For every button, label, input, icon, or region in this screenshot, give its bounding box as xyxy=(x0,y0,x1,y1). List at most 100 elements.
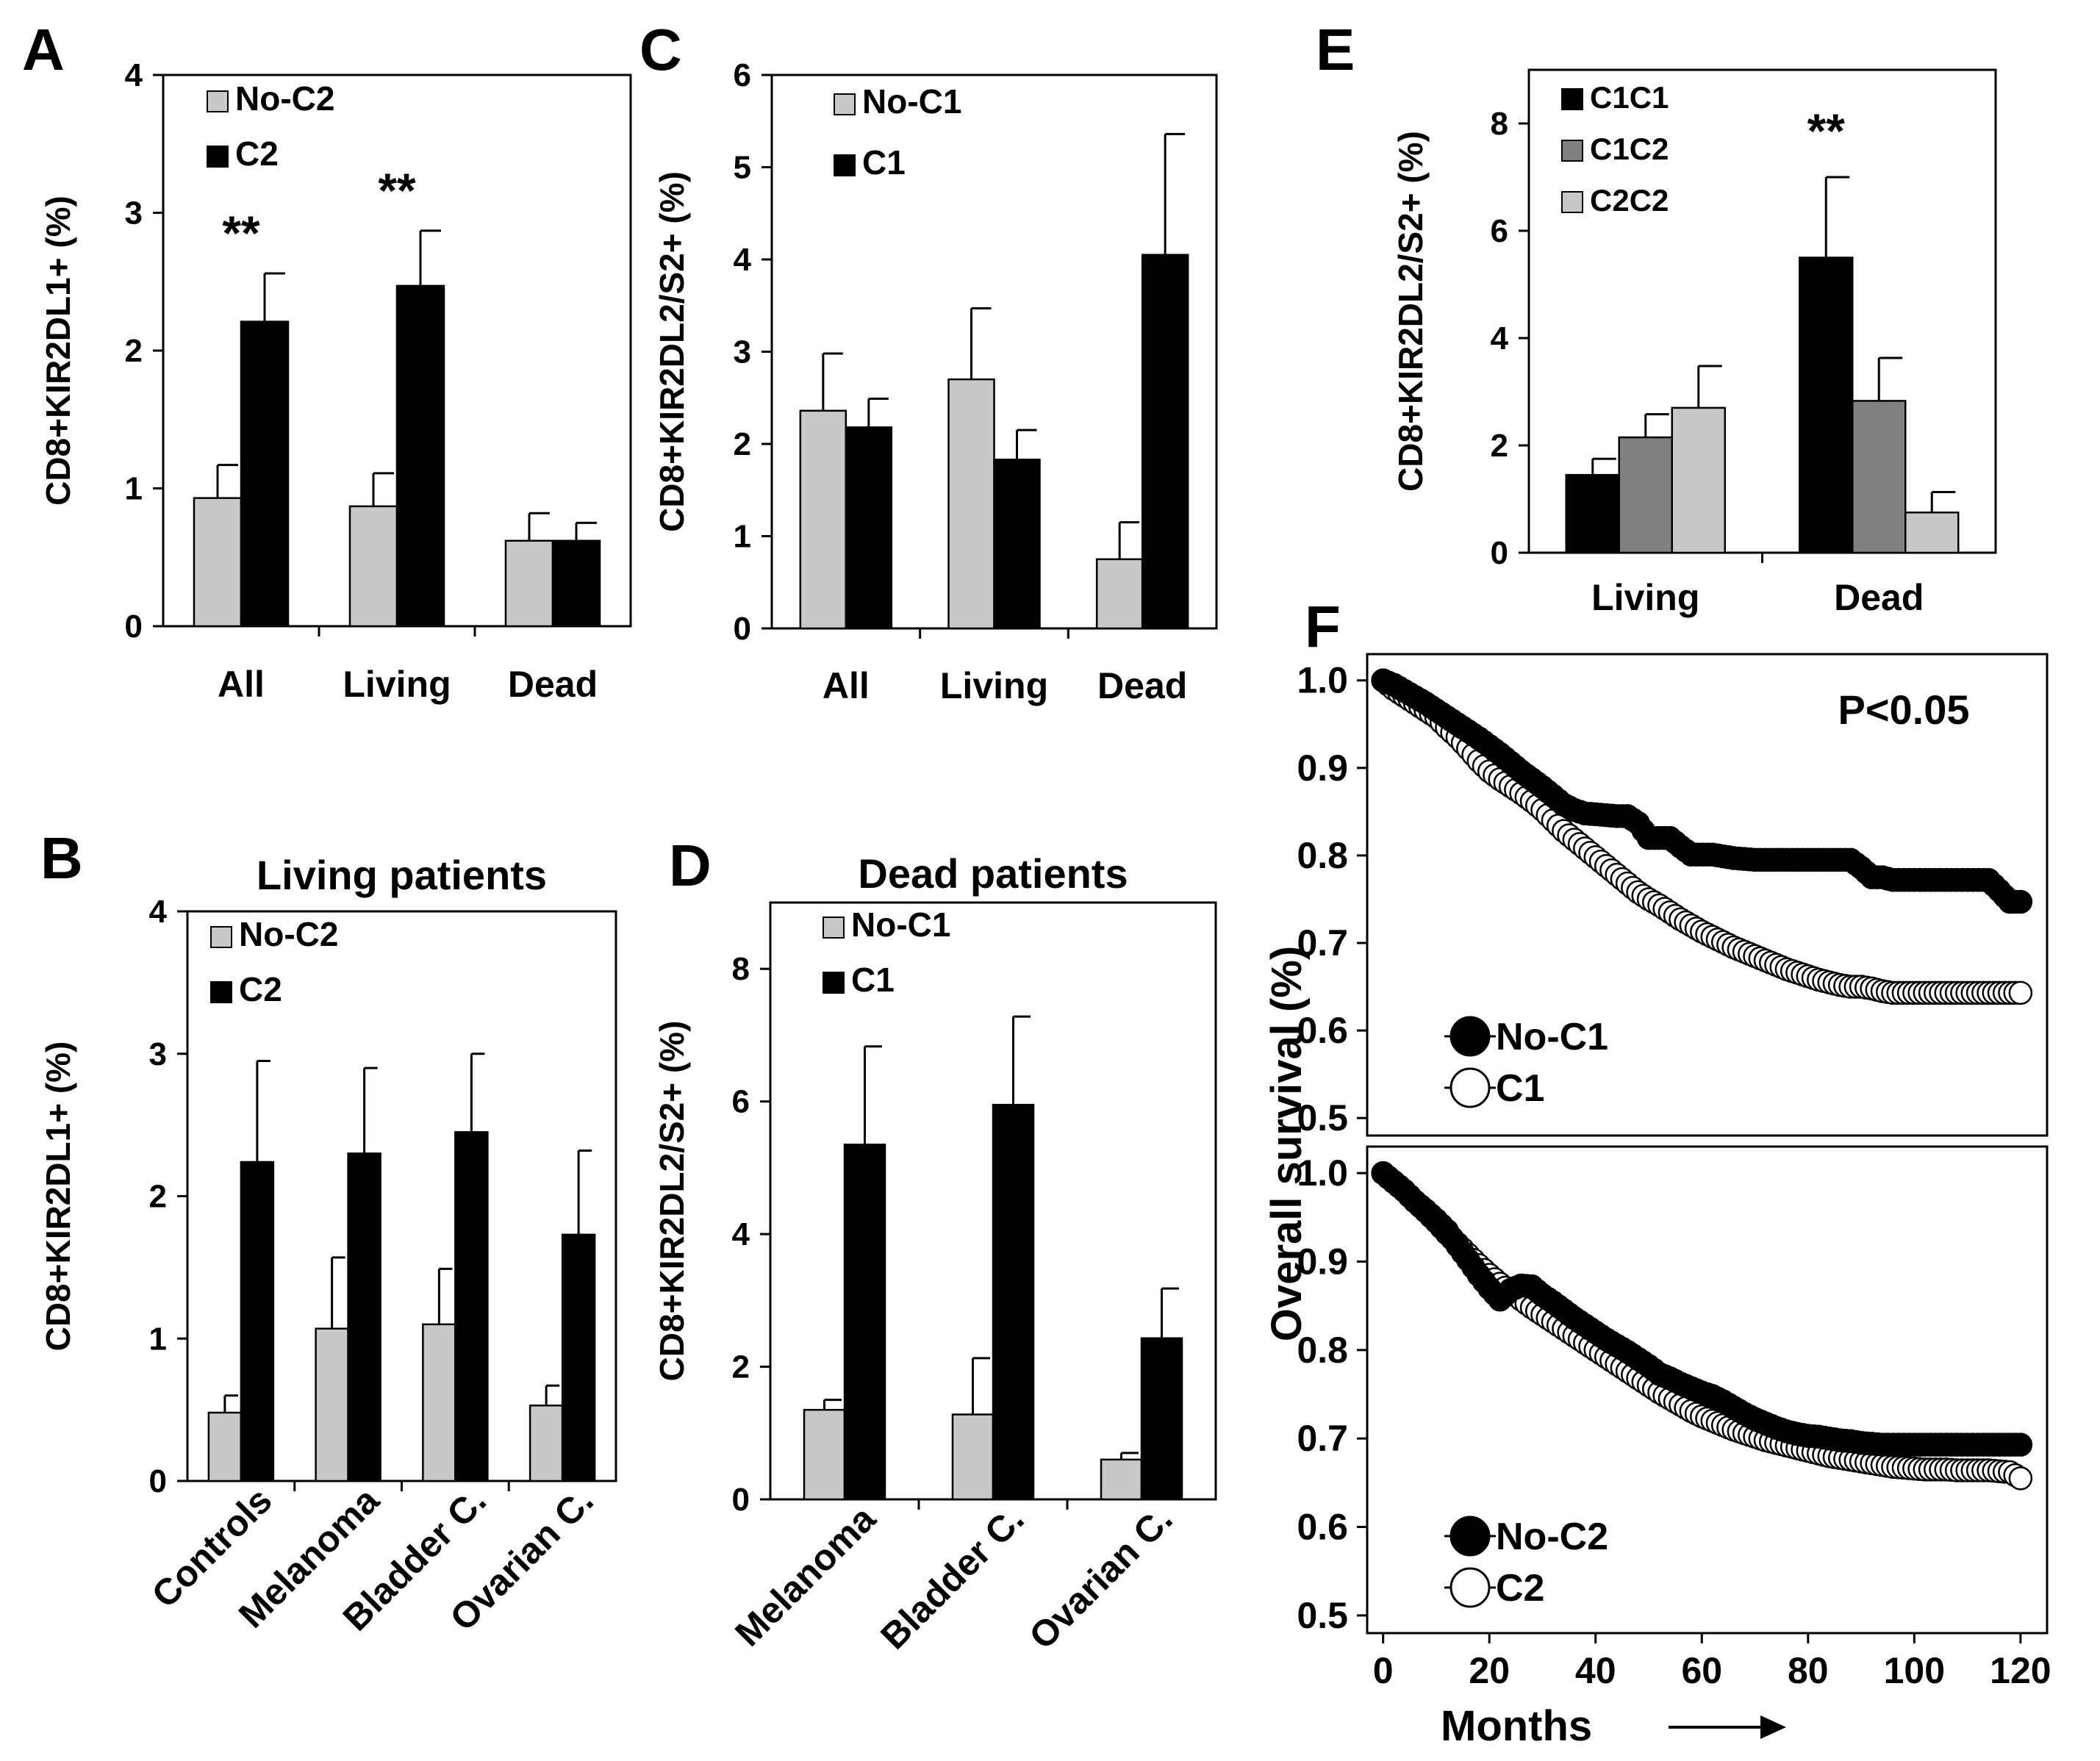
y-tick-label: 6 xyxy=(732,1084,750,1120)
bar xyxy=(528,1405,564,1482)
y-tick-label: 0.5 xyxy=(1297,1595,1348,1636)
bar xyxy=(951,1413,995,1501)
y-tick-label: 1.0 xyxy=(1297,1152,1348,1194)
legend-label: No-C2 xyxy=(235,79,334,118)
km-marker xyxy=(2008,1432,2033,1457)
x-tick-label: 120 xyxy=(1990,1650,2051,1691)
y-tick-label: 1 xyxy=(149,1321,167,1357)
y-tick-label: 1 xyxy=(125,471,143,507)
km-marker xyxy=(2008,980,2033,1005)
y-tick-label: 0.8 xyxy=(1297,1330,1348,1371)
panel-a-chart: 0 1 2 3 4 CD8+KIR2DL1+ (%) ** All ** Living Dead No… xyxy=(39,57,632,705)
arrow-head xyxy=(1760,1715,1786,1739)
legend-marker xyxy=(1449,1516,1491,1557)
panel-label-b: B xyxy=(40,825,83,891)
legend-swatch xyxy=(210,926,232,948)
y-tick-label: 8 xyxy=(732,951,750,987)
y-axis-label: CD8+KIR2DL1+ (%) xyxy=(39,196,77,506)
x-category-label: Dead xyxy=(508,664,598,705)
y-tick-label: 8 xyxy=(1491,106,1508,142)
bar xyxy=(193,497,243,628)
y-tick-label: 6 xyxy=(734,57,751,93)
x-tick-label: 20 xyxy=(1469,1650,1510,1691)
significance-marker: ** xyxy=(378,163,416,218)
legend-swatch xyxy=(823,972,845,994)
y-tick-label: 0.9 xyxy=(1297,747,1348,789)
y-tick-label: 1 xyxy=(734,519,751,555)
y-tick-label: 0 xyxy=(1491,535,1508,571)
bar xyxy=(1565,473,1620,554)
legend-swatch xyxy=(1561,140,1583,162)
x-axis-label: Months xyxy=(1441,1702,1592,1750)
x-category-label: Dead xyxy=(1097,665,1187,706)
y-tick-label: 5 xyxy=(734,150,751,186)
bar xyxy=(395,284,445,628)
panel-label-c: C xyxy=(639,17,682,82)
y-tick-label: 0.6 xyxy=(1297,1507,1348,1548)
y-axis-label: Overall survival (%) xyxy=(1263,946,1311,1341)
legend-label: No-C1 xyxy=(862,82,961,121)
bar xyxy=(422,1323,456,1482)
bar xyxy=(561,1233,596,1482)
legend-label: C1C1 xyxy=(1590,80,1669,115)
km-plot-frame xyxy=(1366,1145,2049,1635)
bar xyxy=(504,539,554,628)
km-marker xyxy=(2008,1466,2033,1491)
y-tick-label: 2 xyxy=(732,1349,750,1385)
legend-swatch xyxy=(1561,88,1583,110)
legend-swatch xyxy=(207,146,229,168)
panel-label-d: D xyxy=(669,833,712,898)
y-tick-label: 0 xyxy=(732,1482,750,1518)
legend-label: C1C2 xyxy=(1590,132,1669,166)
legend-marker xyxy=(1449,1016,1491,1057)
panel-title: Living patients xyxy=(257,852,547,898)
y-tick-label: 0 xyxy=(149,1463,167,1499)
bar xyxy=(1799,257,1854,554)
bar xyxy=(1852,400,1907,554)
y-tick-label: 4 xyxy=(734,242,752,278)
y-tick-label: 4 xyxy=(125,57,143,93)
bar xyxy=(315,1327,349,1482)
y-tick-label: 3 xyxy=(149,1036,167,1072)
legend-label: C2 xyxy=(1496,1567,1544,1610)
km-marker xyxy=(2008,889,2033,914)
bar xyxy=(1141,254,1189,630)
x-tick-label: 40 xyxy=(1575,1650,1616,1691)
legend-swatch xyxy=(210,981,232,1003)
legend-label: C2 xyxy=(235,135,279,173)
km-step-line xyxy=(1383,1172,2021,1479)
bar xyxy=(993,459,1041,630)
bar xyxy=(454,1131,489,1482)
bar xyxy=(1671,406,1726,554)
bar xyxy=(992,1103,1035,1501)
bar xyxy=(947,378,995,630)
x-tick-label: 60 xyxy=(1681,1650,1722,1691)
x-category-label: All xyxy=(218,664,265,705)
legend-swatch xyxy=(823,917,845,939)
p-value-annotation: P<0.05 xyxy=(1838,686,1969,733)
bar xyxy=(843,1144,886,1501)
x-tick-label: 80 xyxy=(1788,1650,1829,1691)
km-plot-frame xyxy=(1366,653,2049,1137)
y-tick-label: 0 xyxy=(125,609,143,645)
legend-marker xyxy=(1449,1067,1491,1108)
legend-label: No-C1 xyxy=(851,905,950,944)
bar xyxy=(845,426,893,630)
legend-label: C2 xyxy=(239,970,282,1008)
y-tick-label: 0 xyxy=(734,611,751,647)
bar xyxy=(551,539,601,628)
y-tick-label: 0.8 xyxy=(1297,835,1348,876)
legend-label: No-C1 xyxy=(1496,1016,1608,1058)
x-tick-label: 0 xyxy=(1373,1650,1394,1691)
bar xyxy=(799,409,847,630)
y-tick-label: 3 xyxy=(125,196,143,232)
significance-marker: ** xyxy=(1807,104,1846,158)
panel-label-a: A xyxy=(22,17,65,82)
y-tick-label: 4 xyxy=(732,1216,750,1252)
bar xyxy=(1618,436,1673,554)
panel-label-f: F xyxy=(1305,594,1341,659)
legend-swatch xyxy=(207,90,229,112)
panel-c-chart: 0 1 2 3 4 5 6 CD8+KIR2DL2/S2+ (%) All Living Dead N… xyxy=(653,57,1218,706)
x-category-label: Living xyxy=(1591,577,1699,618)
